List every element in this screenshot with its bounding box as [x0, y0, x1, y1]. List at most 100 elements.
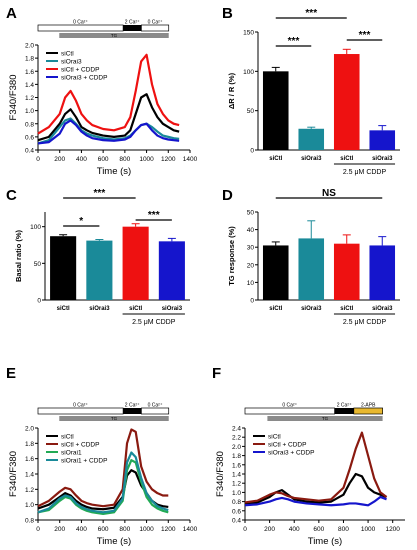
treatment-label: 2.5 μM CDDP	[343, 169, 387, 176]
series-line-3	[37, 119, 180, 145]
y-tick-label: 30	[247, 245, 255, 252]
significance-label-1: ***	[359, 30, 371, 41]
panel-c: 0 50 100 Basal ratio (%) siCtl siOrai3 siCtl si…	[14, 188, 190, 326]
protocol-ca0-label: 0 Ca²⁺	[73, 403, 88, 409]
protocol-ca0-bar	[244, 407, 335, 415]
category-label-1: siOrai3	[89, 306, 110, 312]
y-tick-label: 1.2	[25, 95, 34, 102]
x-tick-label: 800	[119, 156, 130, 163]
bar-1	[298, 238, 325, 300]
category-label-3: siOrai3	[372, 156, 393, 162]
y-tick-label: 1.2	[232, 481, 241, 488]
legend-label-1: siCtl + CDDP	[268, 442, 306, 449]
y-tick-label: 0.6	[232, 508, 241, 515]
panel-label-a: A	[6, 5, 17, 22]
significance-label-2: ***	[305, 8, 317, 19]
y-tick-label: 0.8	[232, 499, 241, 506]
x-tick-label: 400	[76, 156, 87, 163]
y-axis-label: F340/F380	[215, 451, 226, 497]
y-tick-label: 1.4	[25, 82, 34, 89]
x-tick-label: 1400	[183, 526, 198, 533]
y-tick-label: 1.4	[232, 472, 241, 479]
bar-3	[369, 130, 396, 150]
legend-label-0: siCtl	[61, 434, 74, 441]
x-tick-label: 1200	[385, 526, 400, 533]
x-tick-label: 1000	[139, 526, 154, 533]
protocol-ca2-label: 2 Ca²⁺	[337, 403, 352, 409]
treatment-label: 2.5 μM CDDP	[343, 319, 387, 326]
x-tick-label: 200	[54, 526, 65, 533]
series-line-2	[244, 495, 387, 507]
y-tick-label: 0.4	[232, 518, 241, 525]
protocol-ca0-label: 0 Ca²⁺	[73, 20, 88, 26]
y-tick-label: 0.8	[25, 518, 34, 525]
x-tick-label: 200	[264, 526, 275, 533]
significance-label-2: ***	[94, 188, 106, 199]
series-line-2	[37, 53, 180, 135]
y-tick-label: 0.8	[25, 121, 34, 128]
y-tick-label: 0.4	[25, 148, 34, 155]
bar-0	[50, 236, 77, 300]
y-tick-label: 100	[30, 224, 41, 231]
category-label-0: siCtl	[57, 306, 70, 312]
protocol-ca0b-label: 0 Ca²⁺	[148, 403, 163, 409]
legend-label-2: siCtl + CDDP	[61, 67, 99, 74]
y-tick-label: 2.4	[232, 426, 241, 433]
y-tick-label: 2.0	[25, 43, 34, 50]
category-label-2: siCtl	[340, 156, 353, 162]
protocol-ca0-label: 0 Ca²⁺	[282, 403, 297, 409]
y-tick-label: 10	[247, 280, 255, 287]
x-tick-label: 1000	[139, 156, 154, 163]
y-axis-label: Basal ratio (%)	[14, 229, 23, 282]
significance-label-0: ***	[288, 36, 300, 47]
category-label-3: siOrai3	[162, 306, 183, 312]
legend-label-2: siOrai1	[61, 450, 82, 457]
y-tick-label: 1.0	[232, 490, 241, 497]
panel-d: 0 10 20 30 40 50 TG response (%) siCtl siOrai3 si…	[227, 188, 400, 326]
x-axis-label: Time (s)	[97, 536, 131, 547]
panel-e: 0 200 400 600 800 1000 1200 1400 0.8 1.0 1.2 1.4 1.6…	[8, 403, 198, 548]
y-tick-label: 1.2	[25, 487, 34, 494]
x-tick-label: 1200	[161, 526, 176, 533]
category-label-0: siCtl	[269, 156, 282, 162]
x-tick-label: 600	[313, 526, 324, 533]
x-tick-label: 0	[36, 156, 40, 163]
y-axis-label: TG response (%)	[227, 226, 236, 286]
y-tick-label: 1.8	[25, 441, 34, 448]
protocol-ca0-bar	[37, 24, 124, 32]
y-tick-label: 50	[247, 210, 255, 217]
x-tick-label: 600	[98, 526, 109, 533]
y-tick-label: 0.6	[25, 134, 34, 141]
series-line-1	[37, 117, 180, 145]
category-label-0: siCtl	[269, 306, 282, 312]
x-axis-label: Time (s)	[308, 536, 342, 547]
legend-label-1: siOrai3	[61, 59, 82, 66]
x-tick-label: 200	[54, 156, 65, 163]
y-tick-label: 2.0	[232, 444, 241, 451]
protocol-ca0b-bar	[353, 407, 383, 415]
panel-b: 0 50 100 150 ΔR / R (%) siCtl siOrai3 siCtl siOr…	[227, 8, 400, 176]
bar-2	[122, 226, 149, 300]
panel-label-c: C	[6, 187, 17, 204]
y-tick-label: 1.0	[25, 108, 34, 115]
bar-1	[298, 128, 325, 150]
protocol-ca2-label: 2 Ca²⁺	[125, 403, 140, 409]
panel-label-f: F	[212, 365, 221, 382]
protocol-ca2-bar	[123, 25, 142, 31]
bar-0	[262, 245, 289, 300]
legend-label-3: siOrai1 + CDDP	[61, 458, 107, 465]
category-label-1: siOrai3	[301, 306, 322, 312]
y-tick-label: 1.8	[232, 453, 241, 460]
bar-3	[158, 241, 185, 300]
x-tick-label: 400	[76, 526, 87, 533]
series-line-3	[37, 451, 169, 514]
protocol-ca2-label: 2 Ca²⁺	[125, 20, 140, 26]
y-tick-label: 1.0	[25, 502, 34, 509]
bar-2	[333, 243, 360, 300]
bar-3	[369, 245, 396, 300]
significance-label-0: NS	[322, 188, 336, 199]
y-tick-label: 50	[247, 108, 255, 115]
y-tick-label: 1.4	[25, 472, 34, 479]
x-tick-label: 0	[36, 526, 40, 533]
